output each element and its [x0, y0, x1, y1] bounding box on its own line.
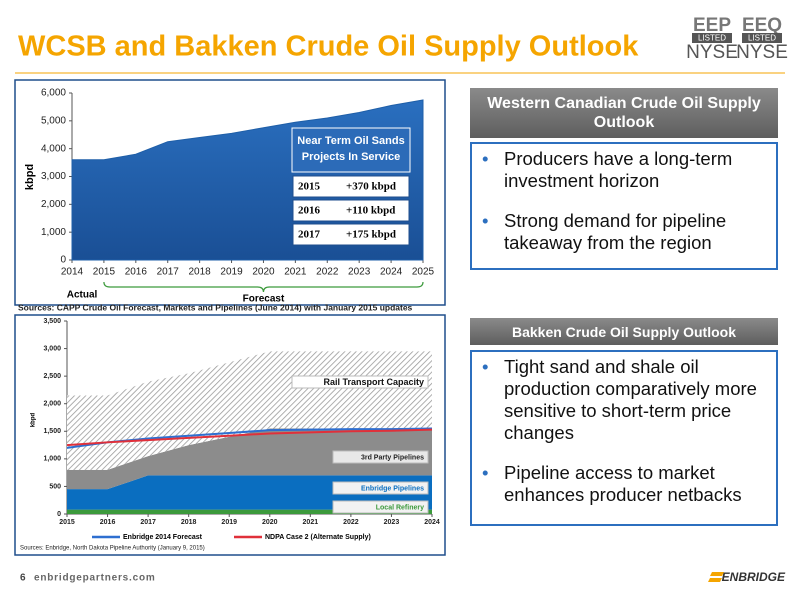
x-tick-label: 2015 — [59, 519, 75, 526]
bullet: Producers have a long-term investment ho… — [482, 148, 766, 192]
x-tick-label: 2022 — [343, 519, 359, 526]
x-tick-label: 2023 — [384, 519, 400, 526]
source-note: Sources: Enbridge, North Dakota Pipeline… — [20, 546, 205, 552]
x-tick-label: 2022 — [316, 267, 339, 278]
x-tick-label: 2020 — [252, 267, 275, 278]
annotation-row — [292, 223, 410, 246]
y-tick-label: 4,000 — [41, 143, 66, 154]
series-label-box — [291, 375, 429, 389]
y-tick-label: 3,500 — [43, 318, 61, 325]
series-label-box — [332, 481, 429, 495]
footer-site: enbridgepartners.com — [34, 573, 156, 584]
y-tick-label: 2,500 — [43, 373, 61, 380]
slide-title: WCSB and Bakken Crude Oil Supply Outlook — [18, 31, 639, 63]
bullet: Strong demand for pipeline takeaway from… — [482, 210, 766, 254]
x-tick-label: 2024 — [380, 267, 403, 278]
y-tick-label: 3,000 — [41, 171, 66, 182]
panel-body: Tight sand and shale oil production comp… — [470, 350, 778, 526]
x-tick-label: 2025 — [412, 267, 435, 278]
x-tick-label: 2024 — [424, 519, 440, 526]
x-tick-label: 2018 — [189, 267, 212, 278]
bullet: Pipeline access to market enhances produ… — [482, 462, 766, 506]
annotation-header — [291, 127, 411, 173]
forecast-bracket — [103, 281, 424, 293]
bullet: Tight sand and shale oil production comp… — [482, 356, 766, 444]
logo-exchange: NYSE — [686, 42, 738, 63]
series-label: Local Refinery — [376, 504, 424, 511]
logo-ticker: EEQ — [742, 15, 782, 36]
x-tick-label: 2014 — [61, 267, 84, 278]
source-note: Sources: CAPP Crude Oil Forecast, Market… — [18, 302, 413, 312]
y-tick-label: 0 — [60, 255, 66, 266]
annotation-title: Near Term Oil Sands Projects In Service — [297, 135, 404, 163]
y-tick-label: 5,000 — [41, 115, 66, 126]
y-tick-label: 1,000 — [41, 227, 66, 238]
stacked-area — [67, 428, 432, 490]
y-tick-label: 3,000 — [43, 345, 61, 352]
x-tick-label: 2016 — [125, 267, 148, 278]
legend-label: NDPA Case 2 (Alternate Supply) — [265, 534, 371, 541]
y-tick-label: 1,500 — [43, 428, 61, 435]
y-axis-label: kbpd — [24, 164, 36, 190]
annotation-row — [292, 175, 410, 198]
x-tick-label: 2017 — [140, 519, 156, 526]
x-tick-label: 2023 — [348, 267, 371, 278]
period-label: Actual — [67, 290, 98, 301]
panel-heading: Western Canadian Crude Oil Supply Outloo… — [470, 88, 778, 138]
period-label: Forecast — [243, 294, 285, 305]
x-tick-label: 2017 — [157, 267, 180, 278]
x-tick-label: 2018 — [181, 519, 197, 526]
annotation-year: 2015 — [298, 181, 321, 193]
panel-heading: Bakken Crude Oil Supply Outlook — [470, 318, 778, 345]
series-label: Enbridge Pipelines — [361, 485, 424, 492]
x-tick-label: 2020 — [262, 519, 278, 526]
x-tick-label: 2019 — [220, 267, 243, 278]
annotation-value: +370 kbpd — [346, 181, 396, 193]
y-axis-label: kbpd — [31, 413, 37, 428]
x-tick-label: 2021 — [303, 519, 319, 526]
panel-body: Producers have a long-term investment ho… — [470, 142, 778, 270]
logo-listed: LISTED — [698, 34, 726, 43]
x-tick-label: 2015 — [93, 267, 116, 278]
brand-mark — [708, 572, 724, 582]
series-label: Rail Transport Capacity — [323, 377, 424, 387]
bullet-list: Producers have a long-term investment ho… — [480, 148, 766, 254]
y-tick-label: 6,000 — [41, 88, 66, 99]
y-tick-label: 2,000 — [43, 401, 61, 408]
annotation-row — [292, 199, 410, 222]
logo-band — [692, 33, 732, 43]
annotation-year: 2016 — [298, 205, 321, 217]
logo-exchange: NYSE — [736, 42, 788, 63]
line — [66, 428, 433, 447]
bullet-list: Tight sand and shale oil production comp… — [480, 356, 766, 506]
y-tick-label: 0 — [57, 511, 61, 518]
footer-brand: ENBRIDGE — [722, 570, 786, 584]
series-label: 3rd Party Pipelines — [361, 454, 424, 461]
x-tick-label: 2019 — [221, 519, 237, 526]
x-tick-label: 2021 — [284, 267, 307, 278]
y-tick-label: 2,000 — [41, 199, 66, 210]
annotation-year: 2017 — [298, 229, 321, 241]
logo-band — [742, 33, 782, 43]
series-label-box — [332, 500, 429, 514]
annotation-value: +110 kbpd — [346, 205, 395, 217]
annotation-value: +175 kbpd — [346, 229, 396, 241]
series-label-box — [332, 450, 429, 464]
y-tick-label: 1,000 — [43, 456, 61, 463]
y-tick-label: 500 — [49, 483, 61, 490]
logo-listed: LISTED — [748, 34, 776, 43]
x-tick-label: 2016 — [100, 519, 116, 526]
logo-ticker: EEP — [693, 15, 731, 36]
legend-label: Enbridge 2014 Forecast — [123, 534, 203, 541]
page-number: 6 — [20, 573, 26, 584]
